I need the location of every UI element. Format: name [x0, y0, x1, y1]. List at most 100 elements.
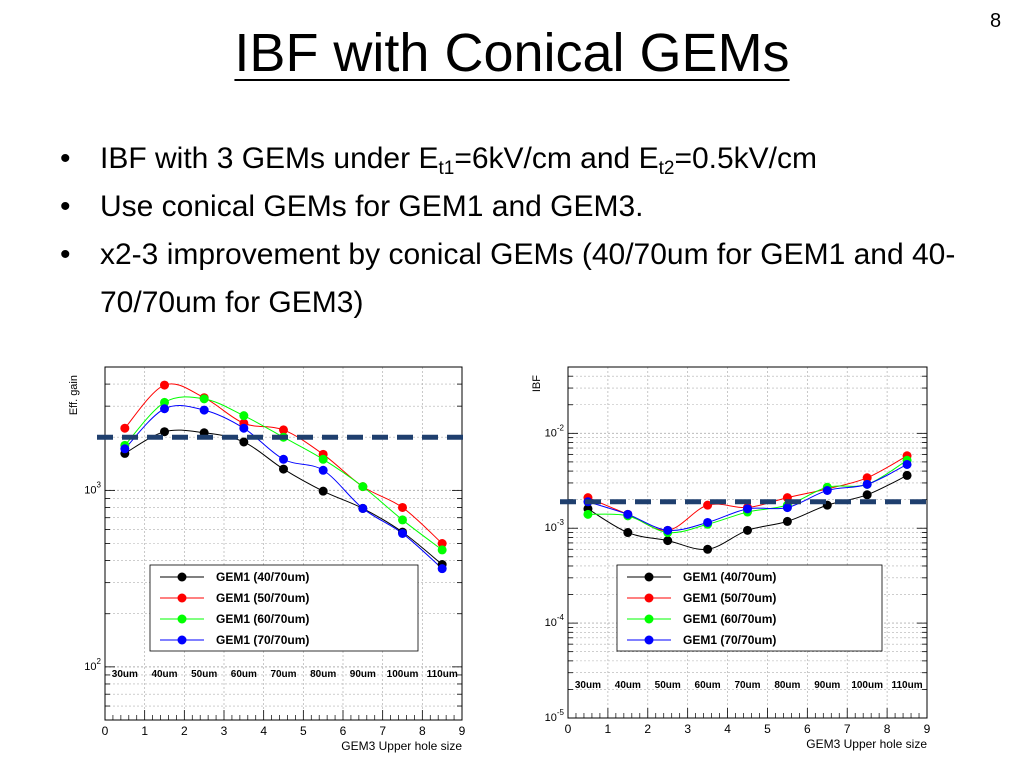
y-axis-title: Eff. gain	[68, 375, 80, 415]
legend-swatch-marker	[177, 593, 187, 603]
hole-size-label: 40um	[615, 680, 641, 691]
x-tick-label: 1	[141, 724, 148, 738]
data-point	[358, 503, 368, 513]
data-point	[239, 423, 249, 433]
data-point	[199, 394, 209, 404]
data-point	[279, 454, 288, 464]
hole-size-label: 80um	[310, 669, 336, 680]
data-point	[862, 479, 872, 489]
x-tick-label: 7	[379, 724, 386, 738]
legend-label: GEM1 (60/70um)	[216, 612, 309, 626]
y-tick-label: 10-3	[545, 518, 565, 534]
hole-size-label: 70um	[734, 680, 760, 691]
x-tick-label: 5	[300, 724, 307, 738]
y-tick-label: 103	[84, 480, 101, 496]
data-point	[703, 500, 713, 510]
data-point	[743, 504, 752, 514]
y-tick-exponent: 3	[97, 480, 102, 489]
legend-swatch-marker	[644, 572, 654, 582]
bullet-dot: •	[60, 190, 71, 223]
y-tick-exponent: 2	[97, 657, 102, 666]
data-point	[862, 473, 872, 483]
y-tick-label: 10-4	[545, 613, 565, 629]
data-point	[663, 525, 673, 535]
legend-swatch-marker	[644, 614, 654, 624]
legend-swatch-marker	[177, 572, 187, 582]
y-tick-base: 10	[545, 522, 557, 534]
data-point	[437, 539, 447, 548]
x-tick-label: 4	[260, 724, 267, 738]
x-tick-label: 8	[419, 724, 426, 738]
data-point	[358, 482, 368, 492]
x-tick-label: 2	[644, 722, 651, 736]
y-tick-base: 10	[545, 712, 557, 724]
legend-swatch-marker	[177, 635, 187, 645]
bullet-list: • IBF with 3 GEMs under Et1=6kV/cm and Et…	[60, 135, 1010, 327]
x-tick-label: 1	[605, 722, 612, 736]
x-tick-label: 3	[221, 724, 228, 738]
legend-box	[616, 564, 883, 652]
hole-size-label: 100um	[851, 680, 883, 691]
legend-label: GEM1 (70/70um)	[216, 633, 309, 647]
data-point	[120, 423, 130, 433]
data-point	[160, 404, 169, 414]
bullet-text: IBF with 3 GEMs under E	[100, 142, 439, 175]
data-point	[623, 528, 633, 538]
bullet-item: • Use conical GEMs for GEM1 and GEM3.	[60, 183, 1010, 231]
data-point	[902, 470, 912, 480]
bullet-text: Use conical GEMs for GEM1 and GEM3.	[100, 190, 644, 223]
hole-size-label: 30um	[112, 669, 138, 680]
x-tick-label: 7	[844, 722, 851, 736]
data-point	[239, 411, 249, 421]
data-point	[437, 564, 447, 574]
y-tick-label: 10-2	[545, 423, 565, 439]
data-point	[743, 525, 752, 535]
chart-efficiency-gain: 0 1 2 3 4 5 6 7 8 9 102 103 Eff. gain GEM3 Upper hole…	[60, 355, 475, 768]
bullet-text: x2-3 improvement by conical GEMs (40/70u…	[100, 238, 956, 319]
y-tick-exponent: -5	[557, 708, 565, 717]
data-point	[782, 516, 792, 526]
hole-size-label: 90um	[350, 669, 376, 680]
data-point	[862, 490, 872, 500]
x-tick-label: 4	[724, 722, 731, 736]
data-point	[279, 464, 288, 474]
data-point	[279, 425, 288, 435]
x-axis-title: GEM3 Upper hole size	[341, 739, 462, 753]
x-tick-label: 2	[181, 724, 188, 738]
plot-frame	[567, 366, 928, 719]
plot-area	[568, 367, 927, 718]
hole-size-label: 40um	[151, 669, 177, 680]
data-point	[398, 502, 407, 512]
chart-ibf: 0 1 2 3 4 5 6 7 8 9 10-5 10-4 10-3 10-2 IBF GEM3 Upper …	[522, 355, 942, 768]
slide-title: IBF with Conical GEMs	[234, 23, 790, 83]
hole-size-label: 50um	[655, 680, 681, 691]
legend-box	[149, 564, 419, 652]
legend-swatch-marker	[177, 614, 187, 624]
hole-size-label: 30um	[575, 680, 601, 691]
data-point	[782, 503, 792, 513]
y-axis-title: IBF	[531, 375, 543, 392]
y-tick-exponent: -2	[557, 423, 565, 432]
y-tick-base: 10	[545, 427, 557, 439]
legend-label: GEM1 (50/70um)	[683, 591, 776, 605]
y-tick-base: 10	[84, 484, 96, 496]
x-tick-label: 9	[459, 724, 466, 738]
y-tick-base: 10	[84, 661, 96, 673]
x-tick-label: 6	[804, 722, 811, 736]
data-point	[902, 459, 912, 469]
data-point	[120, 444, 130, 454]
hole-size-label: 60um	[231, 669, 257, 680]
data-point	[583, 509, 593, 519]
x-tick-label: 6	[340, 724, 347, 738]
x-tick-label: 0	[565, 722, 572, 736]
x-tick-label: 5	[764, 722, 771, 736]
data-point	[199, 405, 209, 415]
bullet-subscript: t2	[658, 158, 675, 179]
y-tick-label: 10-5	[545, 708, 565, 724]
hole-size-label: 50um	[191, 669, 217, 680]
hole-size-label: 110um	[891, 680, 922, 691]
bullet-text: =0.5kV/cm	[674, 142, 818, 175]
x-tick-label: 9	[924, 722, 931, 736]
data-point	[318, 454, 328, 464]
